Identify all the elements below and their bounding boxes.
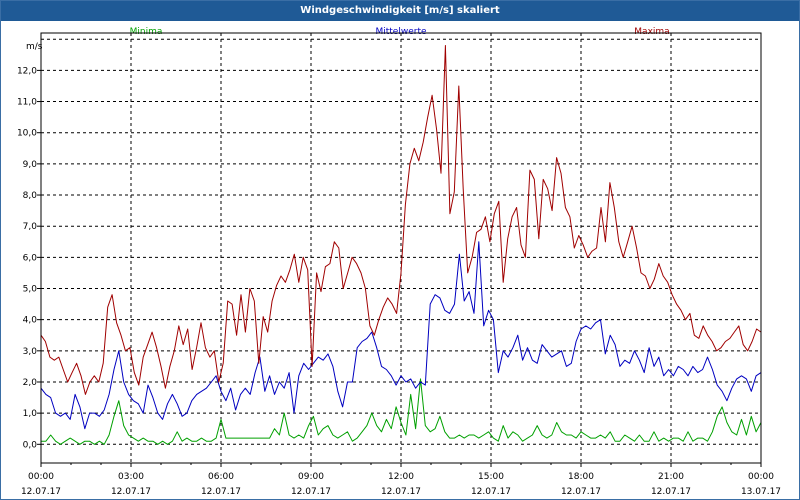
series-lines bbox=[40, 45, 762, 445]
x-tick-label-time: 15:00 bbox=[478, 472, 504, 482]
y-tick-label: 7,0 bbox=[23, 222, 38, 232]
series-line-maxima bbox=[40, 45, 762, 395]
x-tick-label-time: 21:00 bbox=[658, 472, 684, 482]
x-tick-label-time: 00:00 bbox=[28, 472, 54, 482]
y-tick-label: 3,0 bbox=[23, 347, 38, 357]
y-tick-label: 11,0 bbox=[17, 98, 37, 108]
x-tick-label-date: 12.07.17 bbox=[21, 487, 61, 497]
plot-area bbox=[40, 32, 762, 464]
x-tick-label-date: 12.07.17 bbox=[201, 487, 241, 497]
legend-mittelwerte: Mittelwerte bbox=[375, 27, 426, 37]
y-tick-label: 12,0 bbox=[17, 66, 37, 76]
y-tick-label: 8,0 bbox=[23, 191, 38, 201]
legend-maxima: Maxima bbox=[634, 27, 669, 37]
y-tick-label: 10,0 bbox=[17, 129, 37, 139]
y-tick-label: 1,0 bbox=[23, 409, 38, 419]
x-tick-label-time: 06:00 bbox=[208, 472, 234, 482]
wind-speed-chart: Minima Mittelwerte Maxima m/s 0,0 1,0 2,0 3,0… bbox=[17, 27, 781, 497]
y-tick-label: 9,0 bbox=[23, 160, 38, 170]
series-line-mittelwerte bbox=[40, 241, 762, 430]
y-tick-label: 4,0 bbox=[23, 316, 38, 326]
y-tick-label: 5,0 bbox=[23, 285, 38, 295]
x-tick-label-date: 12.07.17 bbox=[471, 487, 511, 497]
x-tick-label-date: 12.07.17 bbox=[651, 487, 691, 497]
x-tick-label-date: 13.07.17 bbox=[741, 487, 781, 497]
grid bbox=[41, 33, 761, 463]
x-tick-label-time: 09:00 bbox=[298, 472, 324, 482]
x-tick-label-date: 12.07.17 bbox=[561, 487, 601, 497]
x-tick-label-time: 00:00 bbox=[748, 472, 774, 482]
x-tick-label-time: 18:00 bbox=[568, 472, 594, 482]
legend-minima: Minima bbox=[130, 27, 163, 37]
x-tick-label-date: 12.07.17 bbox=[381, 487, 421, 497]
series-line-minima bbox=[41, 378, 762, 445]
y-tick-label: 2,0 bbox=[23, 378, 38, 388]
x-tick-label-date: 12.07.17 bbox=[111, 487, 151, 497]
y-tick-label: 6,0 bbox=[23, 253, 38, 263]
y-axis: 0,0 1,0 2,0 3,0 4,0 5,0 6,0 7,0 8,0 9,0 10,0 11,0 12… bbox=[17, 66, 41, 450]
y-tick-label: 0,0 bbox=[23, 440, 38, 450]
x-tick-label-time: 03:00 bbox=[118, 472, 144, 482]
y-axis-label: m/s bbox=[26, 42, 43, 52]
x-tick-label-time: 12:00 bbox=[388, 472, 414, 482]
legend: Minima Mittelwerte Maxima bbox=[130, 27, 670, 37]
x-axis: 00:00 12.07.17 03:00 12.07.17 06:00 12.07.17 0… bbox=[21, 463, 781, 497]
x-tick-label-date: 12.07.17 bbox=[291, 487, 331, 497]
chart-title: Windgeschwindigkeit [m/s] skaliert bbox=[1, 1, 799, 21]
